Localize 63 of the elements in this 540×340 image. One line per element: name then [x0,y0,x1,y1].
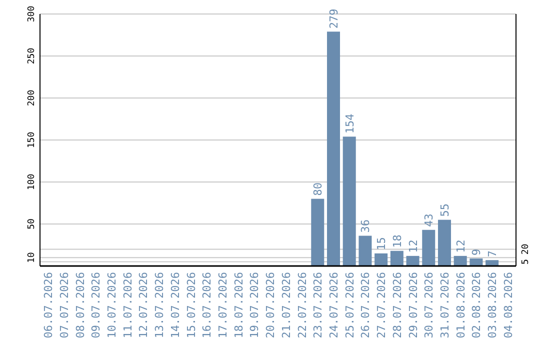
data-label: 279 [327,8,340,29]
y-tick-label: 10 [27,252,37,264]
x-tick-label: 04.08.2026 [502,272,515,338]
x-tick-label: 28.07.2026 [390,272,404,338]
data-label: 18 [390,234,404,248]
x-tick-label: 30.07.2026 [422,272,436,338]
y2-tick-label: 20 [521,244,531,255]
data-label: 15 [375,237,388,250]
x-tick-label: 01.08.2026 [454,272,468,338]
x-tick-label: 07.07.2026 [58,272,71,338]
x-tick-label: 26.07.2026 [359,272,372,338]
y-tick-label: 50 [27,218,37,230]
bar [406,256,420,266]
x-tick-label: 08.07.2026 [74,272,87,338]
x-tick-label: 25.07.2026 [343,272,356,338]
x-tick-label: 19.07.2026 [248,272,262,338]
x-tick-label: 03.08.2026 [486,272,500,338]
bar [438,220,451,266]
x-tick-label: 10.07.2026 [106,272,119,338]
x-tick-label: 29.07.2026 [406,272,420,338]
y2-tick-label: 5 [521,259,531,265]
bar [374,253,388,266]
x-tick-label: 06.07.2026 [42,272,56,338]
x-tick-label: 31.07.2026 [438,272,452,338]
data-label: 80 [312,182,325,196]
y-tick-label: 150 [27,132,37,148]
x-tick-label: 11.07.2026 [121,272,134,338]
data-label: 9 [470,248,484,256]
x-tick-label: 16.07.2026 [200,272,214,338]
x-tick-label: 12.07.2026 [137,272,150,338]
bar [358,236,372,266]
bar [454,256,467,266]
data-label: 43 [422,214,436,227]
x-tick-label: 13.07.2026 [153,272,166,338]
y-tick-label: 100 [27,174,37,190]
bar [486,260,499,266]
bar [470,258,483,266]
x-tick-label: 20.07.2026 [264,272,278,338]
x-tick-label: 27.07.2026 [375,272,388,338]
data-label: 55 [438,204,452,217]
data-label: 12 [454,240,468,253]
bar [326,32,340,266]
x-tick-label: 22.07.2026 [296,272,309,338]
bar [342,136,356,266]
x-tick-label: 14.07.2026 [168,272,182,338]
bar [422,230,436,266]
y-tick-label: 300 [27,6,37,22]
bar [390,250,404,266]
x-tick-label: 15.07.2026 [184,272,198,338]
x-tick-label: 18.07.2026 [232,272,246,338]
data-label: 12 [406,240,420,253]
bar [311,198,324,266]
y-tick-label: 250 [27,48,37,64]
x-tick-label: 24.07.2026 [327,272,340,338]
data-label: 7 [486,250,500,258]
x-tick-label: 21.07.2026 [280,272,293,338]
x-tick-label: 09.07.2026 [90,272,103,338]
data-label: 36 [359,220,372,233]
x-tick-label: 02.08.2026 [470,272,484,338]
data-label: 154 [343,113,356,134]
x-tick-label: 23.07.2026 [312,272,325,338]
y-tick-label: 200 [27,90,37,106]
x-tick-label: 17.07.2026 [216,272,230,338]
